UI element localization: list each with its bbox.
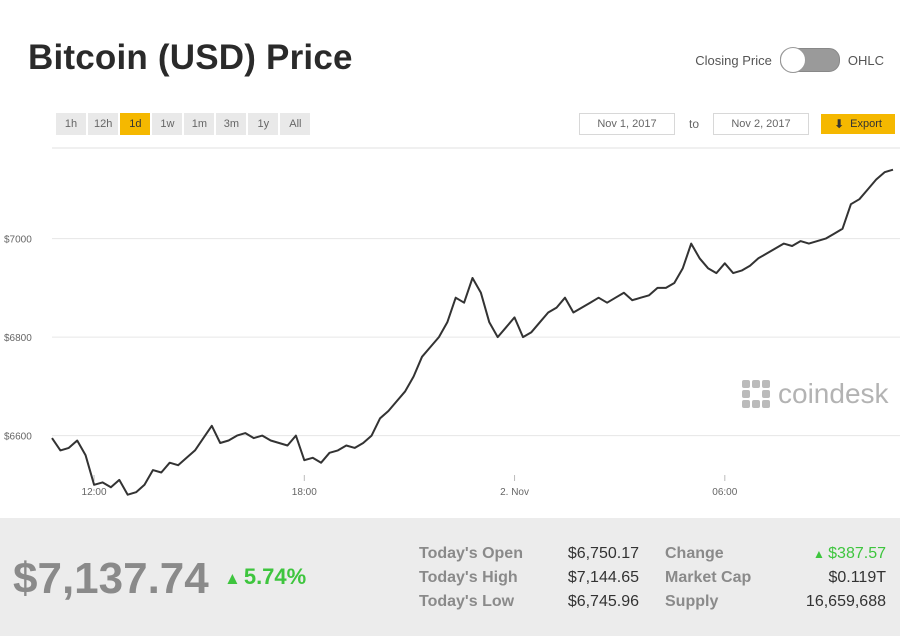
price-series-line[interactable] [51,168,894,496]
stat-row-supply: Supply [665,593,718,611]
stat-label: Market Cap [665,569,752,586]
ohlc-label: OHLC [847,52,884,68]
coindesk-logo-text: coindesk [778,378,889,409]
coindesk-logo-icon [742,380,770,408]
range-button-1y[interactable]: 1y [248,113,279,135]
range-selector: 1h 12h 1d 1w 1m 3m 1y All [56,113,311,135]
x-tick-label: 18:00 [292,487,317,498]
stat-value: $6,750.17 [567,545,639,562]
y-tick-label: $6600 [4,432,32,443]
range-button-1w[interactable]: 1w [152,113,183,135]
stat-value-change: ▲ $387.57 [766,545,886,563]
y-tick-label: $6800 [4,333,32,344]
x-tick-label: 06:00 [712,487,737,498]
price-mode-toggle[interactable] [779,47,840,73]
stat-label: Today's Low [419,593,515,610]
stat-value: 16,659,688 [805,593,886,610]
stat-value: $7,144.65 [567,569,639,586]
stat-label: Today's High [419,569,518,586]
up-triangle-icon: ▲ [224,569,241,588]
stat-row-low: Today's Low [419,593,514,611]
export-label: Export [850,118,882,130]
change-percent-value: 5.74% [243,564,307,589]
date-range: to ⬇ Export [578,113,895,135]
range-button-1h[interactable]: 1h [56,113,86,135]
y-tick-label: $7000 [4,235,32,246]
stat-row-open: Today's Open [419,545,523,563]
export-button[interactable]: ⬇ Export [821,114,895,134]
date-to-label: to [688,117,699,131]
stat-value: $6,745.96 [567,593,639,610]
page-title: Bitcoin (USD) Price [28,38,353,77]
range-button-1d[interactable]: 1d [120,113,151,135]
stat-row-high: Today's High [419,569,518,587]
toggle-knob[interactable] [779,47,806,73]
current-price: $7,137.74 [13,554,209,603]
x-tick-label: 2. Nov [500,487,529,498]
x-tick-label: 12:00 [82,487,107,498]
stats-panel: $7,137.74 ▲ 5.74% Today's Open $6,750.17 … [0,518,900,636]
price-mode-toggle-group: Closing Price OHLC [695,47,884,73]
stat-row-change: Change [665,545,724,563]
range-button-1m[interactable]: 1m [184,113,215,135]
coindesk-logo: coindesk [740,378,889,410]
download-icon: ⬇ [834,117,845,131]
change-value: $387.57 [828,545,886,562]
stat-label: Change [665,545,724,562]
change-percent: ▲ 5.74% [224,564,306,590]
up-triangle-icon: ▲ [812,547,829,561]
date-from-input[interactable] [578,113,675,135]
range-button-all[interactable]: All [280,113,311,135]
stat-row-market-cap: Market Cap [665,569,751,587]
date-to-input[interactable] [713,113,809,135]
stat-label: Today's Open [419,545,523,562]
range-button-3m[interactable]: 3m [216,113,247,135]
stat-value: $0.119T [828,569,886,586]
closing-price-label: Closing Price [695,52,772,68]
range-button-12h[interactable]: 12h [88,113,119,135]
stat-label: Supply [665,593,719,610]
price-chart[interactable]: $6600 $6800 $7000 12:00 18:00 2. Nov 06:00 [0,145,900,515]
